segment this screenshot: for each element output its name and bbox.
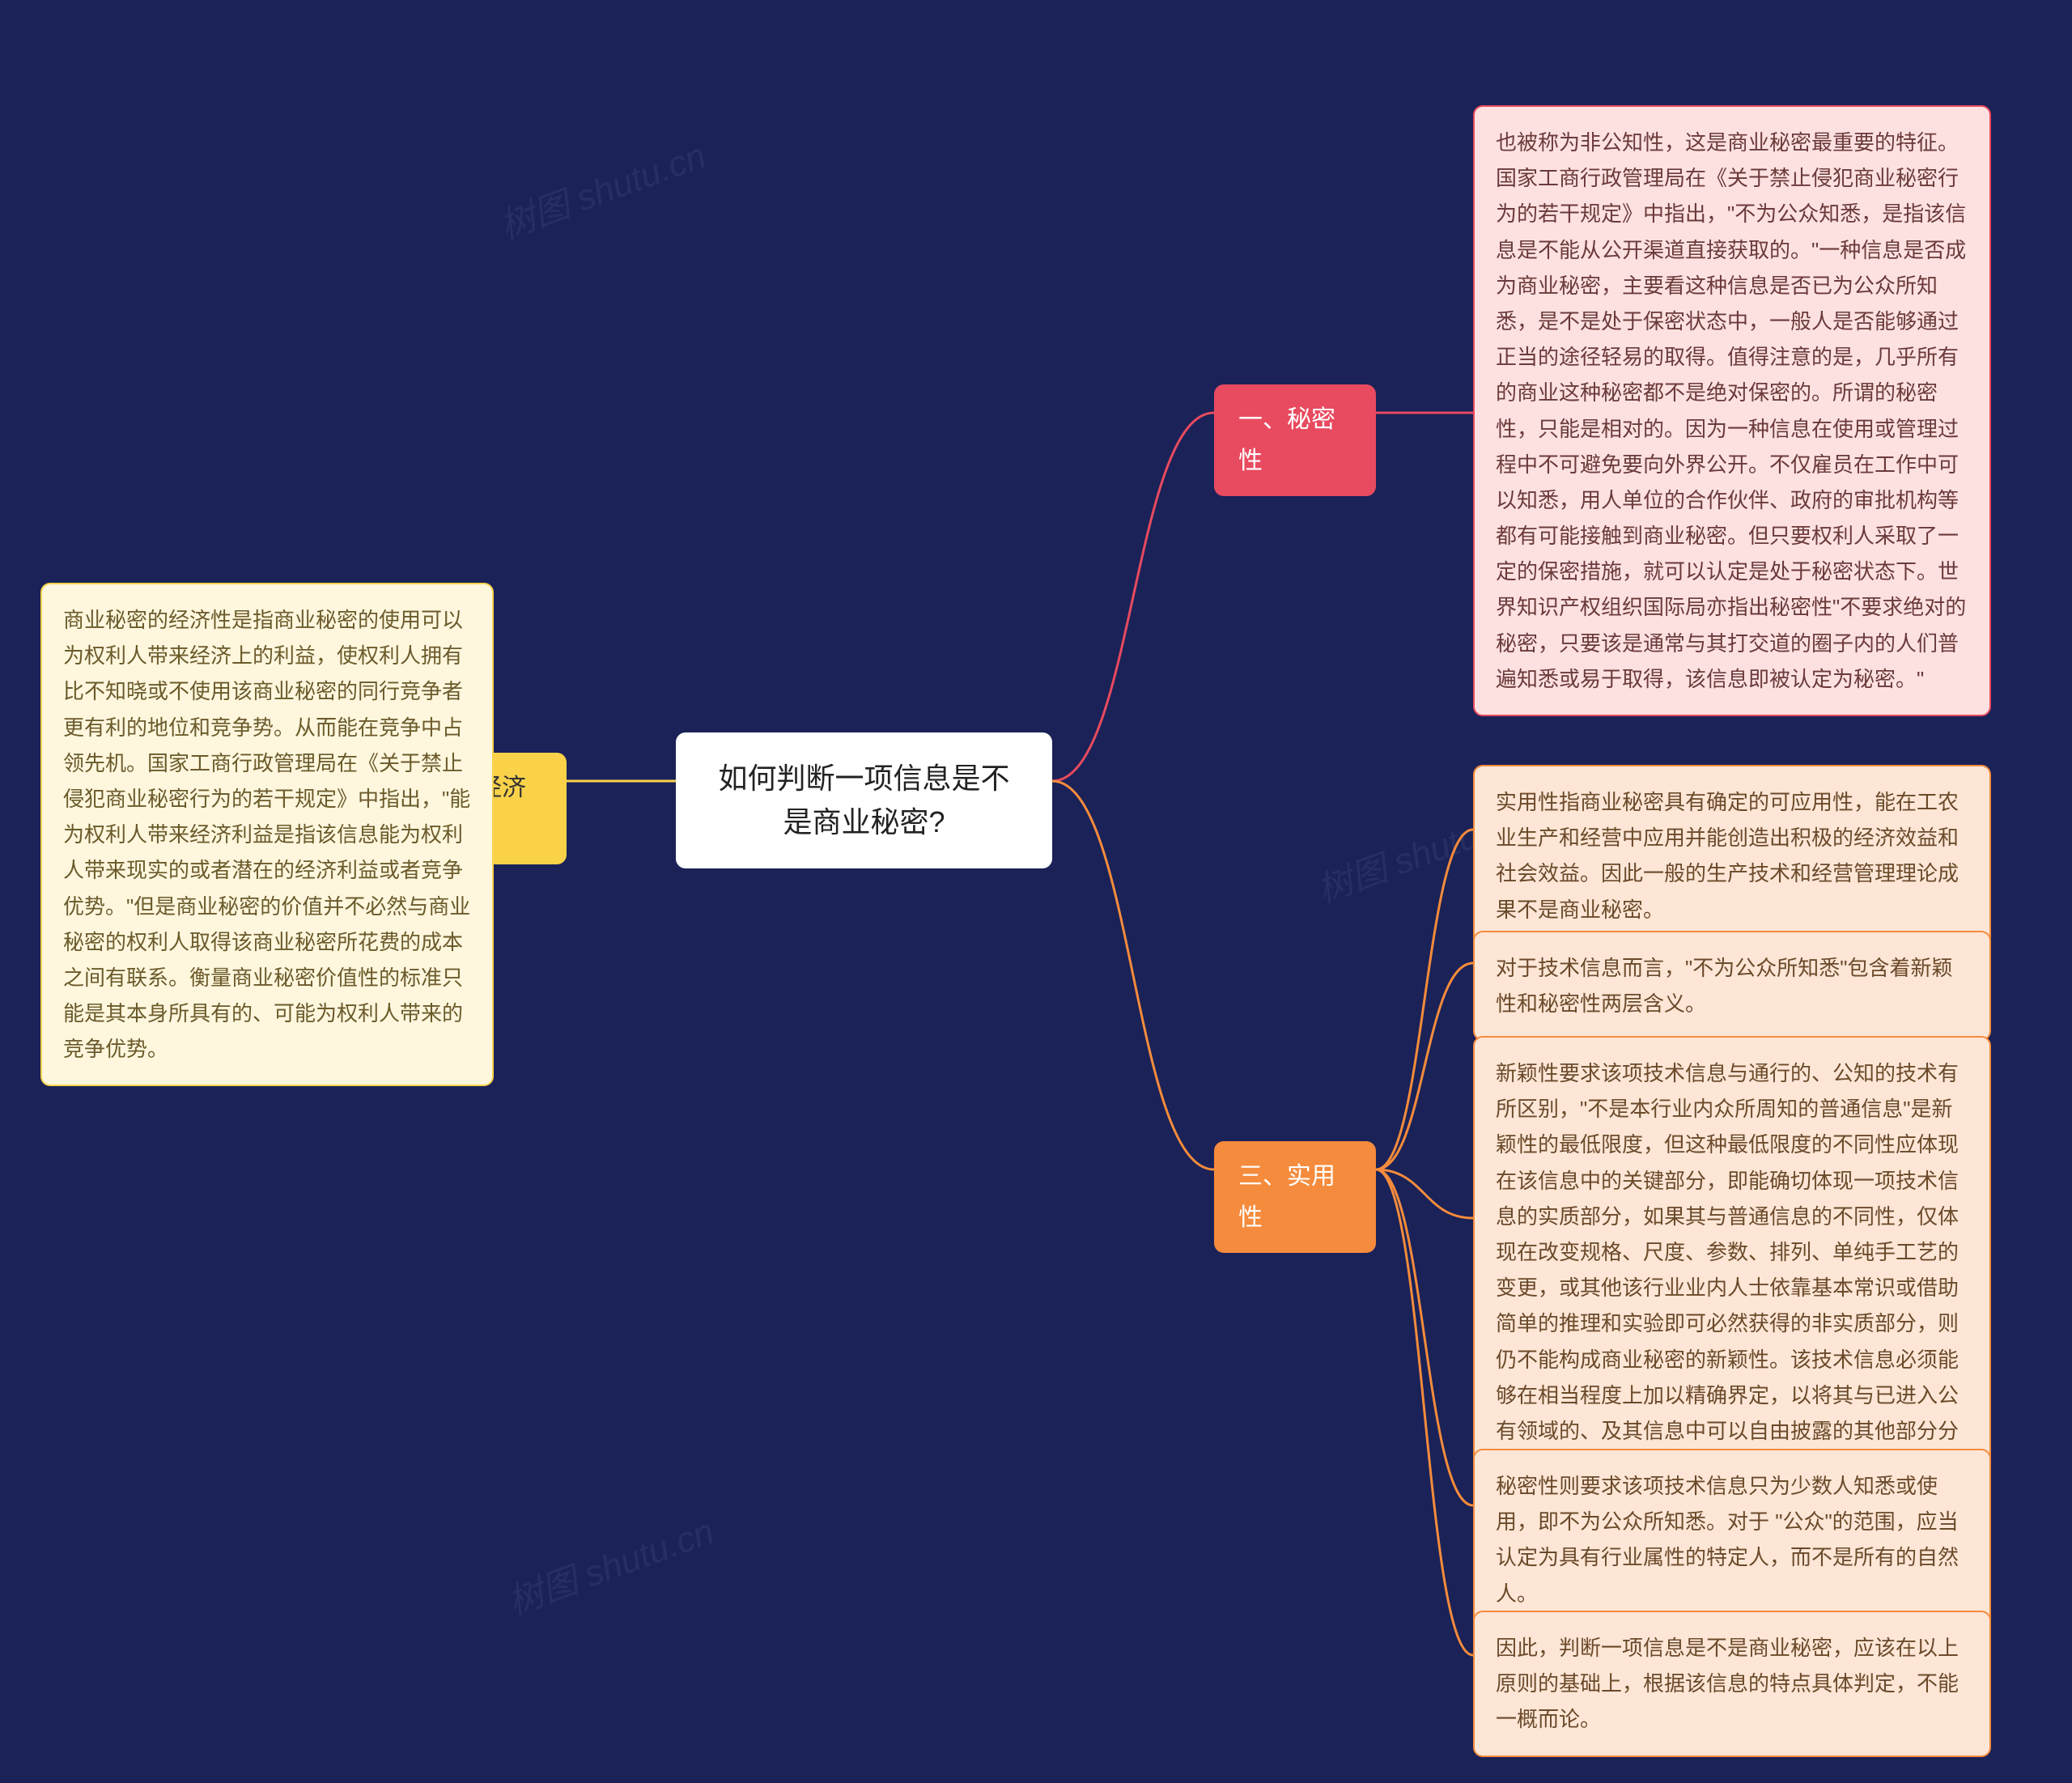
- watermark: 树图 shutu.cn: [499, 1502, 720, 1624]
- leaf-economic-text[interactable]: 商业秘密的经济性是指商业秘密的使用可以为权利人带来经济上的利益，使权利人拥有比不…: [40, 583, 494, 1086]
- leaf-practical-1[interactable]: 实用性指商业秘密具有确定的可应用性，能在工农业生产和经营中应用并能创造出积极的经…: [1473, 765, 1991, 947]
- root-node[interactable]: 如何判断一项信息是不是商业秘密?: [676, 732, 1052, 868]
- leaf-practical-4[interactable]: 秘密性则要求该项技术信息只为少数人知悉或使用，即不为公众所知悉。对于 "公众"的…: [1473, 1449, 1991, 1631]
- branch-practical[interactable]: 三、实用性: [1214, 1141, 1376, 1253]
- branch-secrecy[interactable]: 一、秘密性: [1214, 384, 1376, 496]
- leaf-practical-5[interactable]: 因此，判断一项信息是不是商业秘密，应该在以上原则的基础上，根据该信息的特点具体判…: [1473, 1611, 1991, 1757]
- leaf-practical-2[interactable]: 对于技术信息而言，"不为公众所知悉"包含着新颖性和秘密性两层含义。: [1473, 931, 1991, 1041]
- watermark: 树图 shutu.cn: [491, 126, 711, 248]
- leaf-secrecy-text[interactable]: 也被称为非公知性，这是商业秘密最重要的特征。国家工商行政管理局在《关于禁止侵犯商…: [1473, 105, 1991, 716]
- leaf-practical-3[interactable]: 新颖性要求该项技术信息与通行的、公知的技术有所区别，"不是本行业内众所周知的普通…: [1473, 1036, 1991, 1504]
